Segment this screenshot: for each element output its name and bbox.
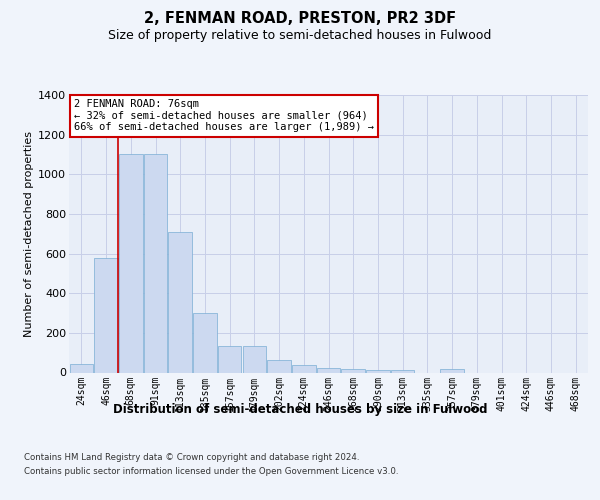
Bar: [242, 346, 266, 372]
Bar: [391, 370, 415, 372]
Bar: [169, 232, 192, 372]
Bar: [366, 370, 389, 372]
Bar: [70, 364, 93, 372]
Bar: [440, 368, 464, 372]
Text: 2 FENMAN ROAD: 76sqm
← 32% of semi-detached houses are smaller (964)
66% of semi: 2 FENMAN ROAD: 76sqm ← 32% of semi-detac…: [74, 99, 374, 132]
Text: 2, FENMAN ROAD, PRESTON, PR2 3DF: 2, FENMAN ROAD, PRESTON, PR2 3DF: [144, 11, 456, 26]
Text: Size of property relative to semi-detached houses in Fulwood: Size of property relative to semi-detach…: [109, 29, 491, 42]
Bar: [94, 258, 118, 372]
Bar: [193, 313, 217, 372]
Bar: [292, 364, 316, 372]
Text: Contains HM Land Registry data © Crown copyright and database right 2024.: Contains HM Land Registry data © Crown c…: [24, 452, 359, 462]
Bar: [119, 154, 143, 372]
Text: Contains public sector information licensed under the Open Government Licence v3: Contains public sector information licen…: [24, 468, 398, 476]
Bar: [218, 346, 241, 372]
Bar: [317, 368, 340, 372]
Y-axis label: Number of semi-detached properties: Number of semi-detached properties: [24, 130, 34, 337]
Bar: [268, 360, 291, 372]
Bar: [144, 154, 167, 372]
Bar: [341, 368, 365, 372]
Text: Distribution of semi-detached houses by size in Fulwood: Distribution of semi-detached houses by …: [113, 402, 487, 415]
